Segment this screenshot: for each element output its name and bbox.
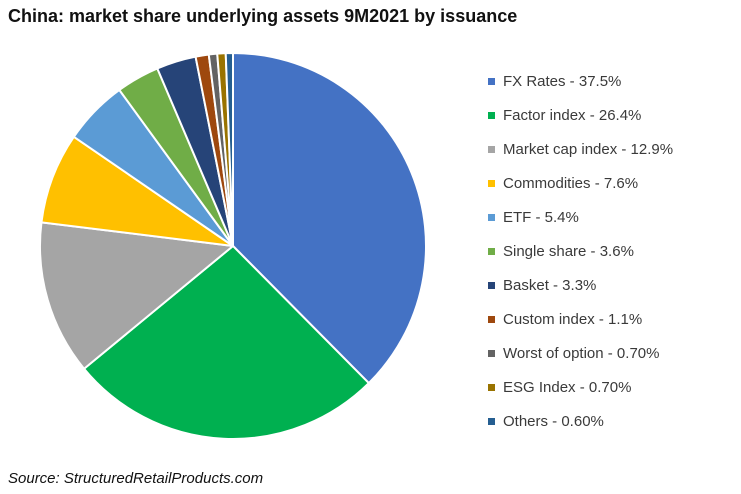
- legend-swatch: [488, 179, 495, 187]
- legend-label: Market cap index - 12.9%: [503, 140, 674, 158]
- legend-label: Worst of option - 0.70%: [503, 344, 660, 362]
- legend-swatch: [488, 281, 495, 289]
- legend-swatch: [488, 111, 495, 119]
- legend-item-custom-index: Custom index - 1.1%: [488, 302, 738, 336]
- legend-label: Commodities - 7.6%: [503, 174, 639, 192]
- pie-slices: [39, 52, 427, 440]
- legend-item-factor-index: Factor index - 26.4%: [488, 98, 738, 132]
- legend-item-market-cap-index: Market cap index - 12.9%: [488, 132, 738, 166]
- legend-item-esg-index: ESG Index - 0.70%: [488, 370, 738, 404]
- legend-swatch: [488, 315, 495, 323]
- legend-label: Basket - 3.3%: [503, 276, 597, 294]
- chart-title: China: market share underlying assets 9M…: [8, 6, 518, 26]
- legend-label: ESG Index - 0.70%: [503, 378, 632, 396]
- legend-swatch: [488, 213, 495, 221]
- legend-swatch: [488, 383, 495, 391]
- legend-swatch: [488, 145, 495, 153]
- legend-swatch: [488, 77, 495, 85]
- legend-swatch: [488, 247, 495, 255]
- legend-label: Single share - 3.6%: [503, 242, 634, 260]
- legend-item-basket: Basket - 3.3%: [488, 268, 738, 302]
- legend-item-worst-of-option: Worst of option - 0.70%: [488, 336, 738, 370]
- legend-label: Others - 0.60%: [503, 412, 604, 430]
- legend-item-fx-rates: FX Rates - 37.5%: [488, 64, 738, 98]
- legend-item-etf: ETF - 5.4%: [488, 200, 738, 234]
- legend-item-single-share: Single share - 3.6%: [488, 234, 738, 268]
- legend-label: ETF - 5.4%: [503, 208, 579, 226]
- legend-swatch: [488, 417, 495, 425]
- legend: FX Rates - 37.5% Factor index - 26.4% Mark…: [488, 64, 738, 438]
- pie-slice-others: [224, 52, 234, 247]
- legend-item-others: Others - 0.60%: [488, 404, 738, 438]
- legend-label: Custom index - 1.1%: [503, 310, 643, 328]
- legend-label: FX Rates - 37.5%: [503, 72, 622, 90]
- source-note: Source: StructuredRetailProducts.com: [8, 470, 264, 487]
- pie-slice-factor-index: [83, 245, 370, 440]
- legend-item-commodities: Commodities - 7.6%: [488, 166, 738, 200]
- legend-label: Factor index - 26.4%: [503, 106, 642, 124]
- pie-slice-fx-rates: [232, 52, 427, 385]
- pie-slice-market-cap-index: [39, 221, 234, 370]
- legend-swatch: [488, 349, 495, 357]
